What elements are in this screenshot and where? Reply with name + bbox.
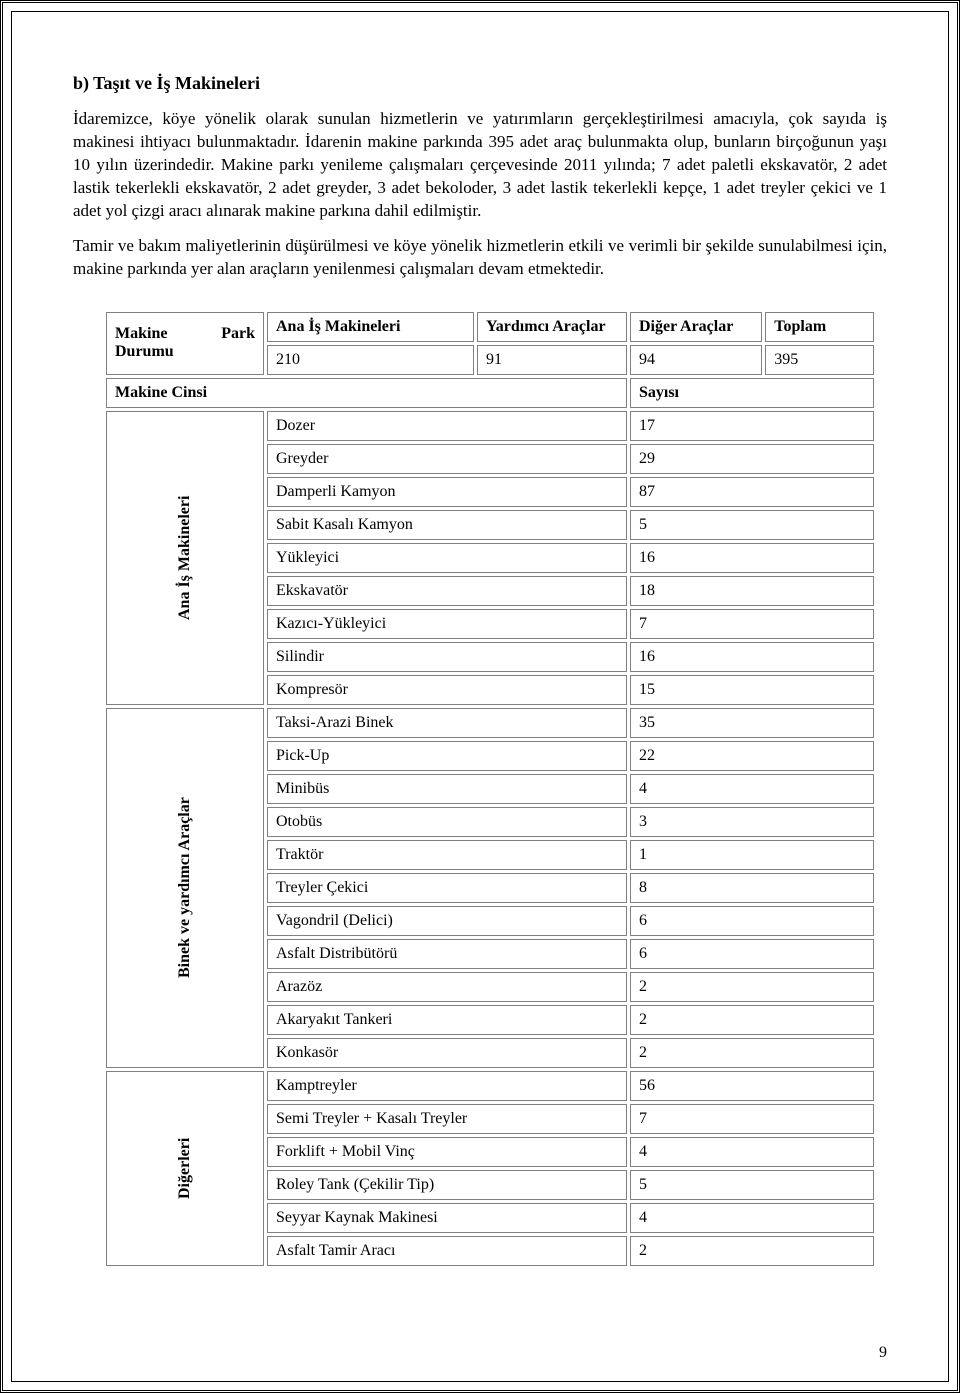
- machine-count: 7: [630, 609, 874, 639]
- group-label: Ana İş Makineleri: [106, 411, 264, 705]
- machine-name: Yükleyici: [267, 543, 627, 573]
- paragraph-1: İdaremizce, köye yönelik olarak sunulan …: [73, 108, 887, 223]
- machine-name: Traktör: [267, 840, 627, 870]
- machine-name: Ekskavatör: [267, 576, 627, 606]
- table-row: DiğerleriKamptreyler56: [106, 1071, 874, 1101]
- machine-name: Roley Tank (Çekilir Tip): [267, 1170, 627, 1200]
- machine-count: 16: [630, 543, 874, 573]
- total-c4: 94: [630, 345, 762, 375]
- machine-name: Pick-Up: [267, 741, 627, 771]
- document-page: b) Taşıt ve İş Makineleri İdaremizce, kö…: [0, 0, 960, 1393]
- machine-count: 15: [630, 675, 874, 705]
- hdr-c5: Toplam: [765, 312, 874, 342]
- machine-count: 16: [630, 642, 874, 672]
- machine-count: 87: [630, 477, 874, 507]
- machine-name: Minibüs: [267, 774, 627, 804]
- table-row: Ana İş MakineleriDozer17: [106, 411, 874, 441]
- machine-name: Greyder: [267, 444, 627, 474]
- machine-count: 7: [630, 1104, 874, 1134]
- machine-count: 5: [630, 510, 874, 540]
- machine-count: 4: [630, 774, 874, 804]
- machine-count: 17: [630, 411, 874, 441]
- machine-count: 2: [630, 1038, 874, 1068]
- table-row: Binek ve yardımcı AraçlarTaksi-Arazi Bin…: [106, 708, 874, 738]
- machine-name: Konkasör: [267, 1038, 627, 1068]
- machine-name: Otobüs: [267, 807, 627, 837]
- machine-count: 5: [630, 1170, 874, 1200]
- machine-name: Dozer: [267, 411, 627, 441]
- machine-count: 29: [630, 444, 874, 474]
- machine-count: 1: [630, 840, 874, 870]
- subhdr-makine-cinsi: Makine Cinsi: [106, 378, 627, 408]
- machine-count: 2: [630, 1005, 874, 1035]
- machine-table-container: MakineParkDurumuAna İş MakineleriYardımc…: [103, 309, 877, 1269]
- machine-name: Taksi-Arazi Binek: [267, 708, 627, 738]
- machine-count: 35: [630, 708, 874, 738]
- machine-count: 6: [630, 939, 874, 969]
- hdr-makine-park-durumu: MakineParkDurumu: [106, 312, 264, 375]
- table-header-row: MakineParkDurumuAna İş MakineleriYardımc…: [106, 312, 874, 342]
- machine-count: 8: [630, 873, 874, 903]
- machine-name: Asfalt Tamir Aracı: [267, 1236, 627, 1266]
- total-c2: 210: [267, 345, 474, 375]
- total-c3: 91: [477, 345, 627, 375]
- total-c5: 395: [765, 345, 874, 375]
- machine-name: Semi Treyler + Kasalı Treyler: [267, 1104, 627, 1134]
- machine-name: Kompresör: [267, 675, 627, 705]
- group-label: Binek ve yardımcı Araçlar: [106, 708, 264, 1068]
- paragraph-2: Tamir ve bakım maliyetlerinin düşürülmes…: [73, 235, 887, 281]
- page-number: 9: [879, 1344, 887, 1362]
- machine-name: Seyyar Kaynak Makinesi: [267, 1203, 627, 1233]
- machine-name: Akaryakıt Tankeri: [267, 1005, 627, 1035]
- machine-name: Kazıcı-Yükleyici: [267, 609, 627, 639]
- machine-name: Kamptreyler: [267, 1071, 627, 1101]
- machine-count: 2: [630, 1236, 874, 1266]
- machine-count: 22: [630, 741, 874, 771]
- machine-name: Treyler Çekici: [267, 873, 627, 903]
- hdr-c2: Ana İş Makineleri: [267, 312, 474, 342]
- machine-count: 6: [630, 906, 874, 936]
- machine-count: 4: [630, 1137, 874, 1167]
- machine-count: 2: [630, 972, 874, 1002]
- hdr-c4: Diğer Araçlar: [630, 312, 762, 342]
- machine-count: 18: [630, 576, 874, 606]
- machine-name: Damperli Kamyon: [267, 477, 627, 507]
- group-label: Diğerleri: [106, 1071, 264, 1266]
- machine-count: 3: [630, 807, 874, 837]
- machine-count: 4: [630, 1203, 874, 1233]
- section-title: b) Taşıt ve İş Makineleri: [73, 73, 887, 94]
- machine-name: Silindir: [267, 642, 627, 672]
- table-subheader-row: Makine CinsiSayısı: [106, 378, 874, 408]
- machine-name: Sabit Kasalı Kamyon: [267, 510, 627, 540]
- machine-name: Asfalt Distribütörü: [267, 939, 627, 969]
- machine-name: Vagondril (Delici): [267, 906, 627, 936]
- machine-name: Forklift + Mobil Vinç: [267, 1137, 627, 1167]
- machine-name: Arazöz: [267, 972, 627, 1002]
- subhdr-sayisi: Sayısı: [630, 378, 874, 408]
- machine-table: MakineParkDurumuAna İş MakineleriYardımc…: [103, 309, 877, 1269]
- hdr-c3: Yardımcı Araçlar: [477, 312, 627, 342]
- machine-count: 56: [630, 1071, 874, 1101]
